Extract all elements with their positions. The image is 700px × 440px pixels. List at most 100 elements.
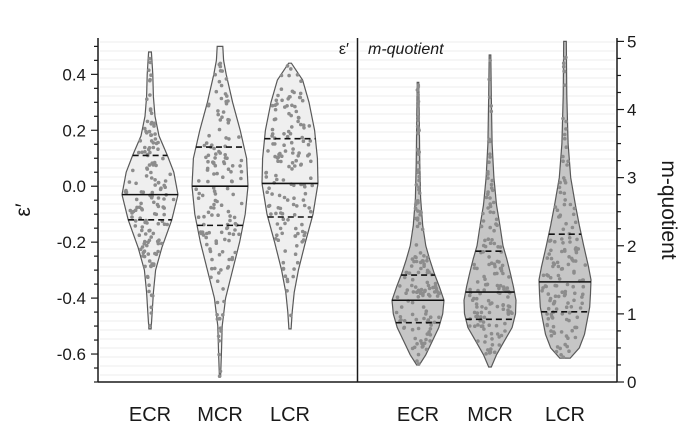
data-point	[489, 347, 493, 351]
data-point	[468, 324, 472, 328]
data-point	[215, 317, 220, 321]
data-point	[426, 318, 431, 322]
data-point	[143, 232, 148, 236]
data-point	[410, 283, 414, 288]
data-point	[301, 139, 306, 143]
data-point	[495, 304, 500, 309]
data-point	[196, 196, 201, 200]
data-point	[212, 146, 216, 151]
data-point	[296, 231, 300, 236]
data-point	[134, 181, 138, 186]
data-point	[550, 316, 555, 320]
data-point	[215, 199, 219, 204]
data-point	[488, 58, 493, 63]
data-point	[280, 98, 284, 103]
data-point	[570, 328, 574, 333]
data-point	[199, 231, 204, 236]
data-point	[267, 186, 271, 190]
data-point	[558, 180, 562, 185]
data-point	[151, 231, 156, 236]
data-point	[294, 109, 299, 114]
data-point	[282, 132, 286, 136]
data-point	[292, 90, 296, 95]
data-point	[563, 136, 567, 141]
data-point	[574, 246, 578, 250]
data-point	[486, 190, 490, 194]
data-point	[426, 292, 431, 297]
data-point	[204, 235, 208, 240]
data-point	[146, 240, 150, 245]
data-points	[123, 55, 588, 379]
data-point	[224, 101, 229, 106]
data-point	[281, 178, 286, 182]
data-point	[135, 205, 139, 210]
data-point	[225, 226, 229, 231]
data-point	[551, 261, 556, 265]
data-point	[153, 132, 157, 136]
data-point	[414, 243, 419, 247]
data-point	[275, 222, 280, 226]
data-point	[419, 287, 424, 292]
data-point	[494, 217, 499, 222]
data-point	[204, 155, 208, 160]
data-point	[275, 177, 279, 182]
data-point	[294, 226, 298, 231]
data-point	[220, 69, 224, 73]
data-point	[139, 190, 144, 194]
data-point	[197, 179, 201, 183]
data-point	[555, 208, 560, 212]
data-point	[479, 310, 484, 315]
data-point	[216, 109, 220, 113]
data-point	[229, 170, 233, 174]
data-point	[140, 245, 145, 249]
data-point	[218, 118, 223, 122]
data-point	[486, 170, 490, 174]
axes	[97, 38, 618, 383]
data-point	[299, 79, 303, 83]
data-point	[224, 136, 228, 140]
data-point	[563, 342, 567, 347]
data-point	[223, 237, 227, 242]
data-point	[286, 218, 290, 222]
data-point	[555, 260, 560, 265]
data-point	[546, 306, 551, 311]
data-point	[290, 161, 295, 165]
data-point	[148, 93, 152, 97]
data-point	[545, 322, 549, 327]
data-point	[432, 285, 437, 290]
data-point	[556, 273, 561, 278]
data-point	[489, 182, 494, 187]
data-point	[295, 260, 300, 265]
data-point	[298, 95, 303, 100]
data-point	[417, 221, 422, 226]
data-point	[580, 301, 584, 306]
data-point	[283, 274, 288, 279]
data-point	[415, 342, 419, 346]
data-point	[149, 176, 154, 180]
data-point	[564, 127, 568, 131]
data-point	[239, 158, 244, 163]
data-point	[219, 83, 224, 88]
data-point	[288, 131, 293, 136]
data-point	[572, 206, 577, 211]
data-point	[417, 178, 421, 183]
data-point	[162, 212, 166, 217]
data-point	[560, 237, 564, 241]
data-point	[564, 305, 569, 310]
data-point	[425, 258, 429, 263]
data-point	[416, 326, 421, 331]
data-point	[564, 119, 568, 124]
data-point	[133, 224, 138, 228]
data-point	[152, 200, 156, 205]
data-point	[206, 179, 210, 184]
data-point	[149, 111, 154, 116]
data-point	[416, 295, 421, 299]
data-point	[217, 252, 222, 257]
data-point	[278, 226, 283, 231]
data-point	[302, 126, 306, 130]
data-point	[302, 203, 307, 208]
data-point	[487, 255, 491, 259]
data-point	[213, 72, 217, 77]
data-point	[490, 343, 495, 347]
